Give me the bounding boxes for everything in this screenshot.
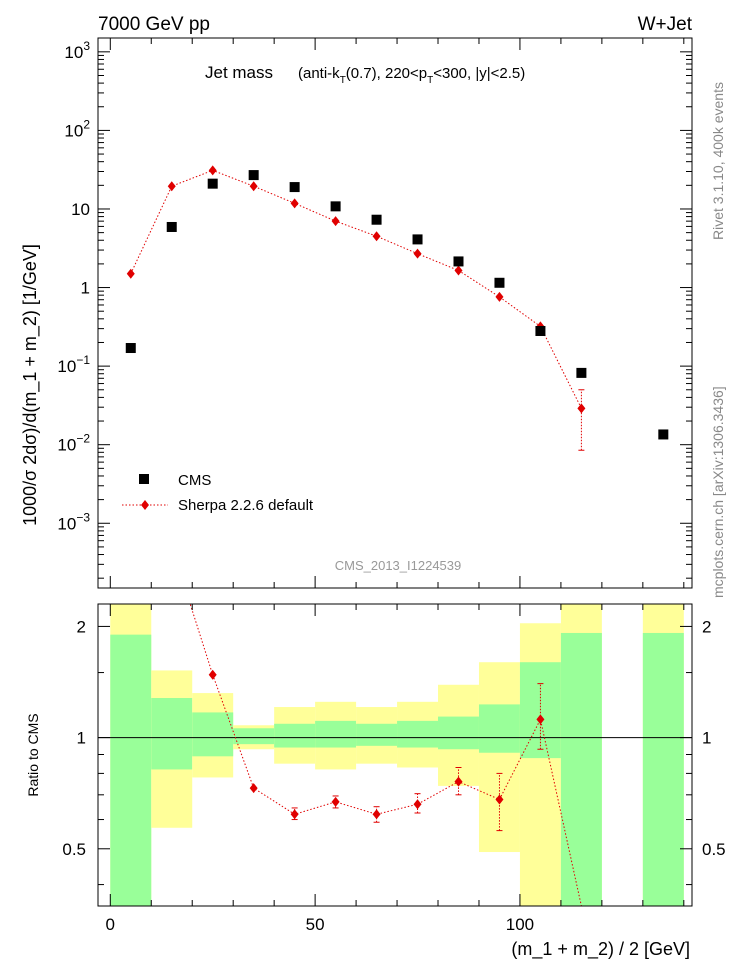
watermark: CMS_2013_I1224539 bbox=[335, 558, 462, 573]
cms-point bbox=[248, 170, 259, 181]
cms-point bbox=[535, 325, 546, 336]
sherpa-point bbox=[167, 181, 176, 192]
stat-uncertainty-band bbox=[478, 704, 520, 753]
sherpa-point bbox=[249, 181, 258, 192]
ratio-frame bbox=[97, 603, 693, 907]
ratio-point bbox=[536, 714, 545, 725]
stat-uncertainty-band bbox=[233, 728, 275, 745]
cms-point bbox=[166, 221, 177, 232]
ratio-point bbox=[454, 776, 463, 787]
main-title: Jet mass (anti-kT(0.7), 220<pT<300, |y|<… bbox=[205, 63, 525, 86]
ratio-y-tick-label: 0.5 bbox=[62, 840, 86, 859]
sherpa-point bbox=[331, 216, 340, 227]
header-right: W+Jet bbox=[638, 14, 693, 35]
cms-point bbox=[494, 277, 505, 288]
sherpa-point bbox=[208, 165, 217, 176]
cms-point bbox=[412, 234, 423, 245]
cms-point bbox=[125, 343, 136, 354]
ratio-y-tick-label-right: 1 bbox=[702, 729, 711, 748]
y-tick-label: 10−2 bbox=[57, 432, 90, 455]
ratio-point bbox=[208, 669, 217, 680]
rivet-label: Rivet 3.1.10, 400k events bbox=[710, 82, 726, 240]
header-left: 7000 GeV pp bbox=[98, 14, 210, 35]
x-tick-label: 100 bbox=[506, 915, 534, 934]
stat-uncertainty-band bbox=[560, 632, 602, 906]
sherpa-point bbox=[290, 198, 299, 209]
ratio-sherpa-line bbox=[189, 604, 582, 906]
y-tick-label: 10−3 bbox=[57, 510, 90, 533]
main-panel: 10−3 10−2 10−1 1 10 102 103 bbox=[57, 37, 693, 589]
x-tick-label: 0 bbox=[106, 915, 115, 934]
cms-point bbox=[330, 201, 341, 212]
sherpa-point bbox=[372, 231, 381, 242]
cms-point bbox=[576, 367, 587, 378]
y-tick-label: 102 bbox=[64, 117, 90, 140]
source-label: mcplots.cern.ch [arXiv:1306.3436] bbox=[710, 386, 726, 598]
cms-point bbox=[453, 256, 464, 267]
legend-marker-cms bbox=[139, 474, 149, 484]
stat-uncertainty-band bbox=[397, 720, 439, 748]
x-tick-label: 50 bbox=[306, 915, 325, 934]
subtitle-text: (anti-kT(0.7), 220<pT<300, |y|<2.5) bbox=[298, 65, 525, 86]
ratio-y-tick-label-right: 2 bbox=[702, 617, 711, 636]
cms-point bbox=[371, 214, 382, 225]
ratio-point bbox=[372, 809, 381, 820]
cms-point bbox=[207, 178, 218, 189]
stat-uncertainty-band bbox=[274, 723, 316, 748]
sherpa-point bbox=[495, 291, 504, 302]
ratio-y-tick-label: 1 bbox=[77, 729, 86, 748]
ratio-y-tick-label-right: 0.5 bbox=[702, 840, 726, 859]
y-tick-label: 103 bbox=[64, 39, 90, 62]
stat-uncertainty-band bbox=[110, 634, 152, 906]
ratio-y-axis-label: Ratio to CMS bbox=[25, 713, 41, 796]
main-y-axis-label: 1000/σ 2dσ)/d(m_1 + m_2) [1/GeV] bbox=[20, 244, 41, 526]
sherpa-point bbox=[577, 403, 586, 414]
stat-uncertainty-band bbox=[438, 716, 479, 750]
ratio-point bbox=[413, 799, 422, 810]
sherpa-point bbox=[454, 265, 463, 276]
legend-marker-sherpa bbox=[141, 500, 149, 510]
sherpa-line bbox=[130, 169, 582, 409]
cms-point bbox=[658, 429, 669, 440]
cms-point bbox=[289, 182, 300, 193]
y-tick-label: 10−1 bbox=[57, 353, 90, 376]
ratio-y-tick-label: 2 bbox=[77, 617, 86, 636]
sherpa-point bbox=[413, 248, 422, 259]
stat-uncertainty-band bbox=[356, 723, 398, 746]
ratio-point bbox=[331, 796, 340, 807]
title-text: Jet mass bbox=[205, 63, 273, 82]
x-axis-label: (m_1 + m_2) / 2 [GeV] bbox=[511, 939, 690, 960]
stat-uncertainty-band bbox=[192, 712, 234, 757]
stat-uncertainty-band bbox=[642, 632, 684, 906]
main-frame bbox=[97, 37, 693, 589]
ratio-point bbox=[249, 783, 258, 794]
legend-label-sherpa: Sherpa 2.2.6 default bbox=[178, 497, 314, 514]
legend-label-cms: CMS bbox=[178, 472, 211, 489]
legend: CMS Sherpa 2.2.6 default bbox=[122, 472, 314, 514]
ratio-point bbox=[290, 809, 299, 820]
ratio-point bbox=[495, 794, 504, 805]
ratio-panel: 0.5 0.5 1 1 2 2 0 50 100 bbox=[62, 603, 726, 934]
y-tick-label: 10 bbox=[71, 200, 90, 219]
stat-uncertainty-band bbox=[151, 698, 193, 770]
sherpa-point bbox=[126, 268, 135, 279]
y-tick-label: 1 bbox=[81, 279, 90, 298]
stat-uncertainty-band bbox=[315, 720, 357, 748]
